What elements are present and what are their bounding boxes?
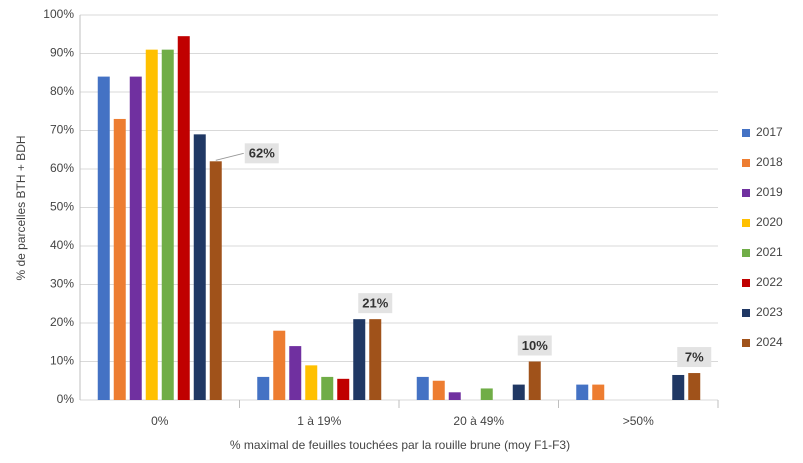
y-tick-label: 100% [43,7,74,21]
legend-label: 2019 [756,185,783,199]
bar [512,384,525,400]
bar [257,376,270,400]
legend-label: 2017 [756,125,783,139]
bar [113,118,126,400]
legend-swatch [742,279,750,287]
bar [369,319,382,400]
legend-swatch [742,309,750,317]
legend-swatch [742,339,750,347]
y-tick-label: 90% [50,46,74,60]
y-tick-label: 70% [50,123,74,137]
legend-swatch [742,159,750,167]
bar [353,319,366,400]
legend-label: 2023 [756,305,783,319]
bar [145,49,158,401]
y-tick-label: 0% [57,392,75,406]
bar [592,384,605,400]
bar [672,374,685,400]
y-tick-label: 80% [50,84,74,98]
bar [416,376,429,400]
data-label: 21% [362,296,388,311]
label-leader [215,152,244,161]
legend-label: 2021 [756,245,783,259]
legend-swatch [742,219,750,227]
bar [193,134,206,400]
y-tick-label: 50% [50,200,74,214]
x-tick-label: 20 à 49% [453,414,504,428]
data-label: 7% [685,349,704,364]
legend-label: 2018 [756,155,783,169]
y-axis-label: % de parcelles BTH + BDH [14,135,28,280]
bar [209,161,222,400]
legend-label: 2024 [756,335,783,349]
bar [528,361,541,400]
bar [432,380,445,400]
bar [129,76,142,400]
x-axis-label: % maximal de feuilles touchées par la ro… [230,438,570,452]
y-tick-label: 40% [50,238,74,252]
legend-label: 2020 [756,215,783,229]
legend-swatch [742,129,750,137]
bar [289,346,302,400]
bar [273,330,286,400]
bar [576,384,589,400]
label-box [358,293,393,314]
data-label: 10% [522,338,548,353]
y-tick-label: 60% [50,161,74,175]
bar [161,49,174,401]
data-label: 62% [249,146,275,161]
y-tick-label: 10% [50,354,74,368]
legend-label: 2022 [756,275,783,289]
bar [321,376,334,400]
x-tick-label: 0% [151,414,169,428]
label-box [677,347,712,368]
bar [688,373,701,400]
bar [337,378,350,400]
legend-swatch [742,249,750,257]
bar [448,392,461,400]
y-tick-label: 30% [50,277,74,291]
label-box [517,335,552,356]
bar [480,388,493,400]
bar [177,36,190,401]
x-tick-label: >50% [623,414,654,428]
x-tick-label: 1 à 19% [297,414,341,428]
bar [97,76,110,400]
legend-swatch [742,189,750,197]
label-box [244,143,279,164]
y-tick-label: 20% [50,315,74,329]
bar [305,365,318,400]
